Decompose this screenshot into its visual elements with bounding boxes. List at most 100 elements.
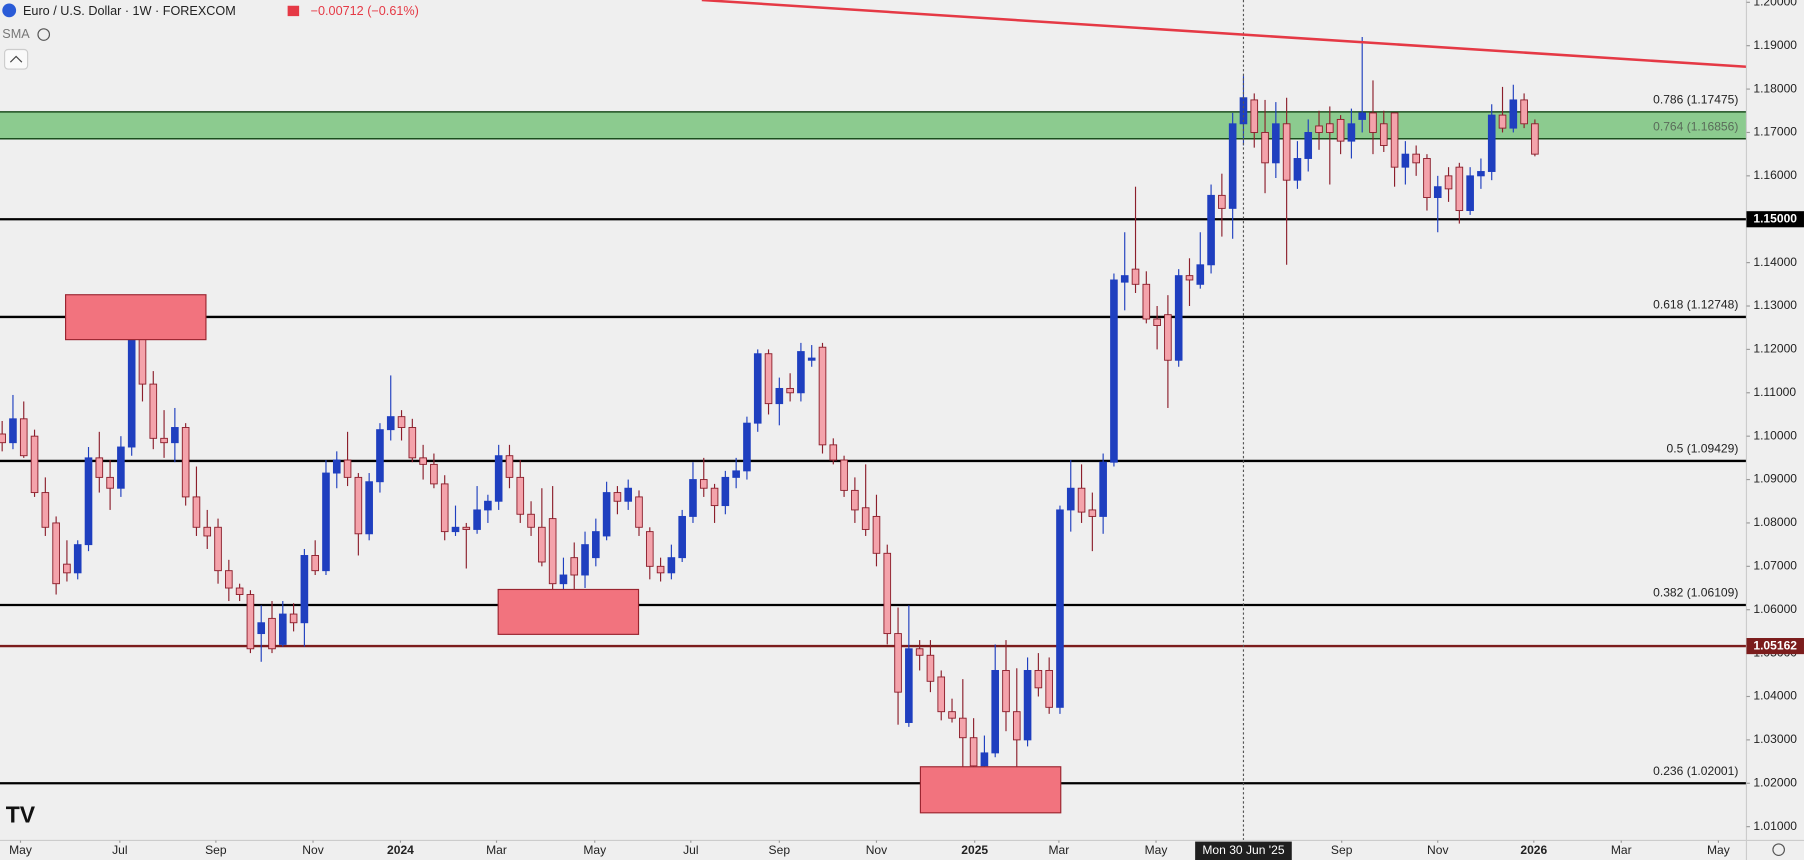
candle-body xyxy=(462,526,471,530)
y-tick-label: 1.10000 xyxy=(1753,428,1797,442)
y-tick-label: 1.04000 xyxy=(1753,689,1797,703)
y-tick-label: 1.20000 xyxy=(1753,0,1797,8)
candle-body xyxy=(30,435,39,494)
candle-body xyxy=(872,515,881,554)
candle-body xyxy=(440,483,449,533)
collapse-icon xyxy=(9,55,23,63)
x-tick-label: May xyxy=(9,843,33,857)
candle-body xyxy=(1174,275,1183,361)
candle-body xyxy=(117,446,125,489)
candle-body xyxy=(322,472,330,572)
candle-body xyxy=(1002,669,1010,713)
candle-body xyxy=(1304,131,1313,159)
candle-body xyxy=(926,654,935,682)
candle-body xyxy=(861,507,870,530)
candle-body xyxy=(84,457,93,546)
visibility-icon[interactable] xyxy=(37,28,51,41)
candle-body xyxy=(365,481,373,535)
fib-label: 0.786 (1.17475) xyxy=(1653,93,1738,107)
candle-body xyxy=(656,565,665,574)
candle-body xyxy=(764,353,773,405)
candle-body xyxy=(689,479,697,517)
fib-label: 0.618 (1.12748) xyxy=(1653,298,1738,312)
x-tick-label: Mar xyxy=(486,843,507,857)
candle-body xyxy=(602,492,611,537)
candle-body xyxy=(775,387,784,405)
candle-body xyxy=(311,555,319,572)
settings-icon[interactable] xyxy=(1772,843,1786,856)
y-tick-label: 1.18000 xyxy=(1753,81,1797,95)
candle-body xyxy=(678,515,686,559)
candle-body xyxy=(235,587,244,595)
y-tick-label: 1.01000 xyxy=(1753,819,1797,833)
candle-body xyxy=(408,427,417,459)
collapse-button[interactable] xyxy=(4,48,29,70)
candle-body xyxy=(0,433,6,444)
candle-body xyxy=(160,437,168,444)
candle-body xyxy=(699,479,708,489)
candle-body xyxy=(1477,171,1485,177)
candle-body xyxy=(538,526,546,563)
candle-body xyxy=(1228,123,1237,209)
price-change: −0.00712 (−0.61%) xyxy=(311,4,419,18)
candle-body xyxy=(1012,711,1021,741)
candle-body xyxy=(1433,186,1442,199)
candle-body xyxy=(9,418,17,444)
candle-body xyxy=(721,476,730,507)
candle-body xyxy=(278,613,287,645)
x-tick-label: Sep xyxy=(205,843,227,857)
candle-body xyxy=(1034,669,1043,689)
candle-body xyxy=(645,531,654,567)
y-tick-label: 1.07000 xyxy=(1753,559,1797,573)
fib-label: 0.382 (1.06109) xyxy=(1653,586,1738,600)
candle-body xyxy=(203,526,212,537)
y-tick-label: 1.02000 xyxy=(1753,775,1797,789)
y-tick-label: 1.03000 xyxy=(1753,732,1797,746)
candle-body xyxy=(937,676,946,713)
x-tick-label: 2024 xyxy=(387,843,414,857)
candle-body xyxy=(710,487,719,507)
candle-body xyxy=(1099,461,1107,517)
candle-body xyxy=(63,563,71,574)
candle-body xyxy=(1347,123,1356,142)
candle-body xyxy=(613,492,622,502)
candle-body xyxy=(1423,158,1431,199)
crosshair-tag xyxy=(1195,841,1292,860)
candle-body xyxy=(905,648,913,723)
candle-body xyxy=(386,416,395,431)
candle-body xyxy=(451,526,460,533)
candle-body xyxy=(753,353,762,424)
fib-label: 0.764 (1.16856) xyxy=(1653,119,1738,133)
candle-body xyxy=(73,544,82,574)
x-tick-label: Nov xyxy=(866,843,887,857)
candle-body xyxy=(41,492,50,528)
candle-body xyxy=(624,487,633,502)
candle-body xyxy=(1293,158,1302,181)
y-tick-label: 1.19000 xyxy=(1753,38,1797,52)
candle-body xyxy=(1531,123,1539,155)
symbol-title: Euro / U.S. Dollar · 1W · FOREXCOM xyxy=(23,4,236,18)
candle-body xyxy=(980,752,989,767)
candle-body xyxy=(473,509,481,530)
x-tick-label: 2025 xyxy=(961,843,988,857)
x-tick-label: May xyxy=(1145,843,1169,857)
candle-body xyxy=(959,717,967,739)
candle-body xyxy=(246,594,255,650)
candle-body xyxy=(969,737,978,767)
candle-body xyxy=(851,489,859,511)
candle-body xyxy=(1045,669,1053,708)
candle-body xyxy=(505,455,514,478)
x-tick-label: Sep xyxy=(1331,843,1353,857)
candle-body xyxy=(840,459,848,491)
candle-body xyxy=(1336,118,1345,142)
candle-body xyxy=(430,463,438,485)
x-tick-label: Jul xyxy=(683,843,698,857)
candle-body xyxy=(1412,153,1420,164)
price-tag-label: 1.05162 xyxy=(1753,638,1797,652)
highlight-box xyxy=(65,294,207,341)
candle-body xyxy=(257,622,266,635)
highlight-box xyxy=(497,588,640,635)
candle-body xyxy=(1077,487,1086,513)
